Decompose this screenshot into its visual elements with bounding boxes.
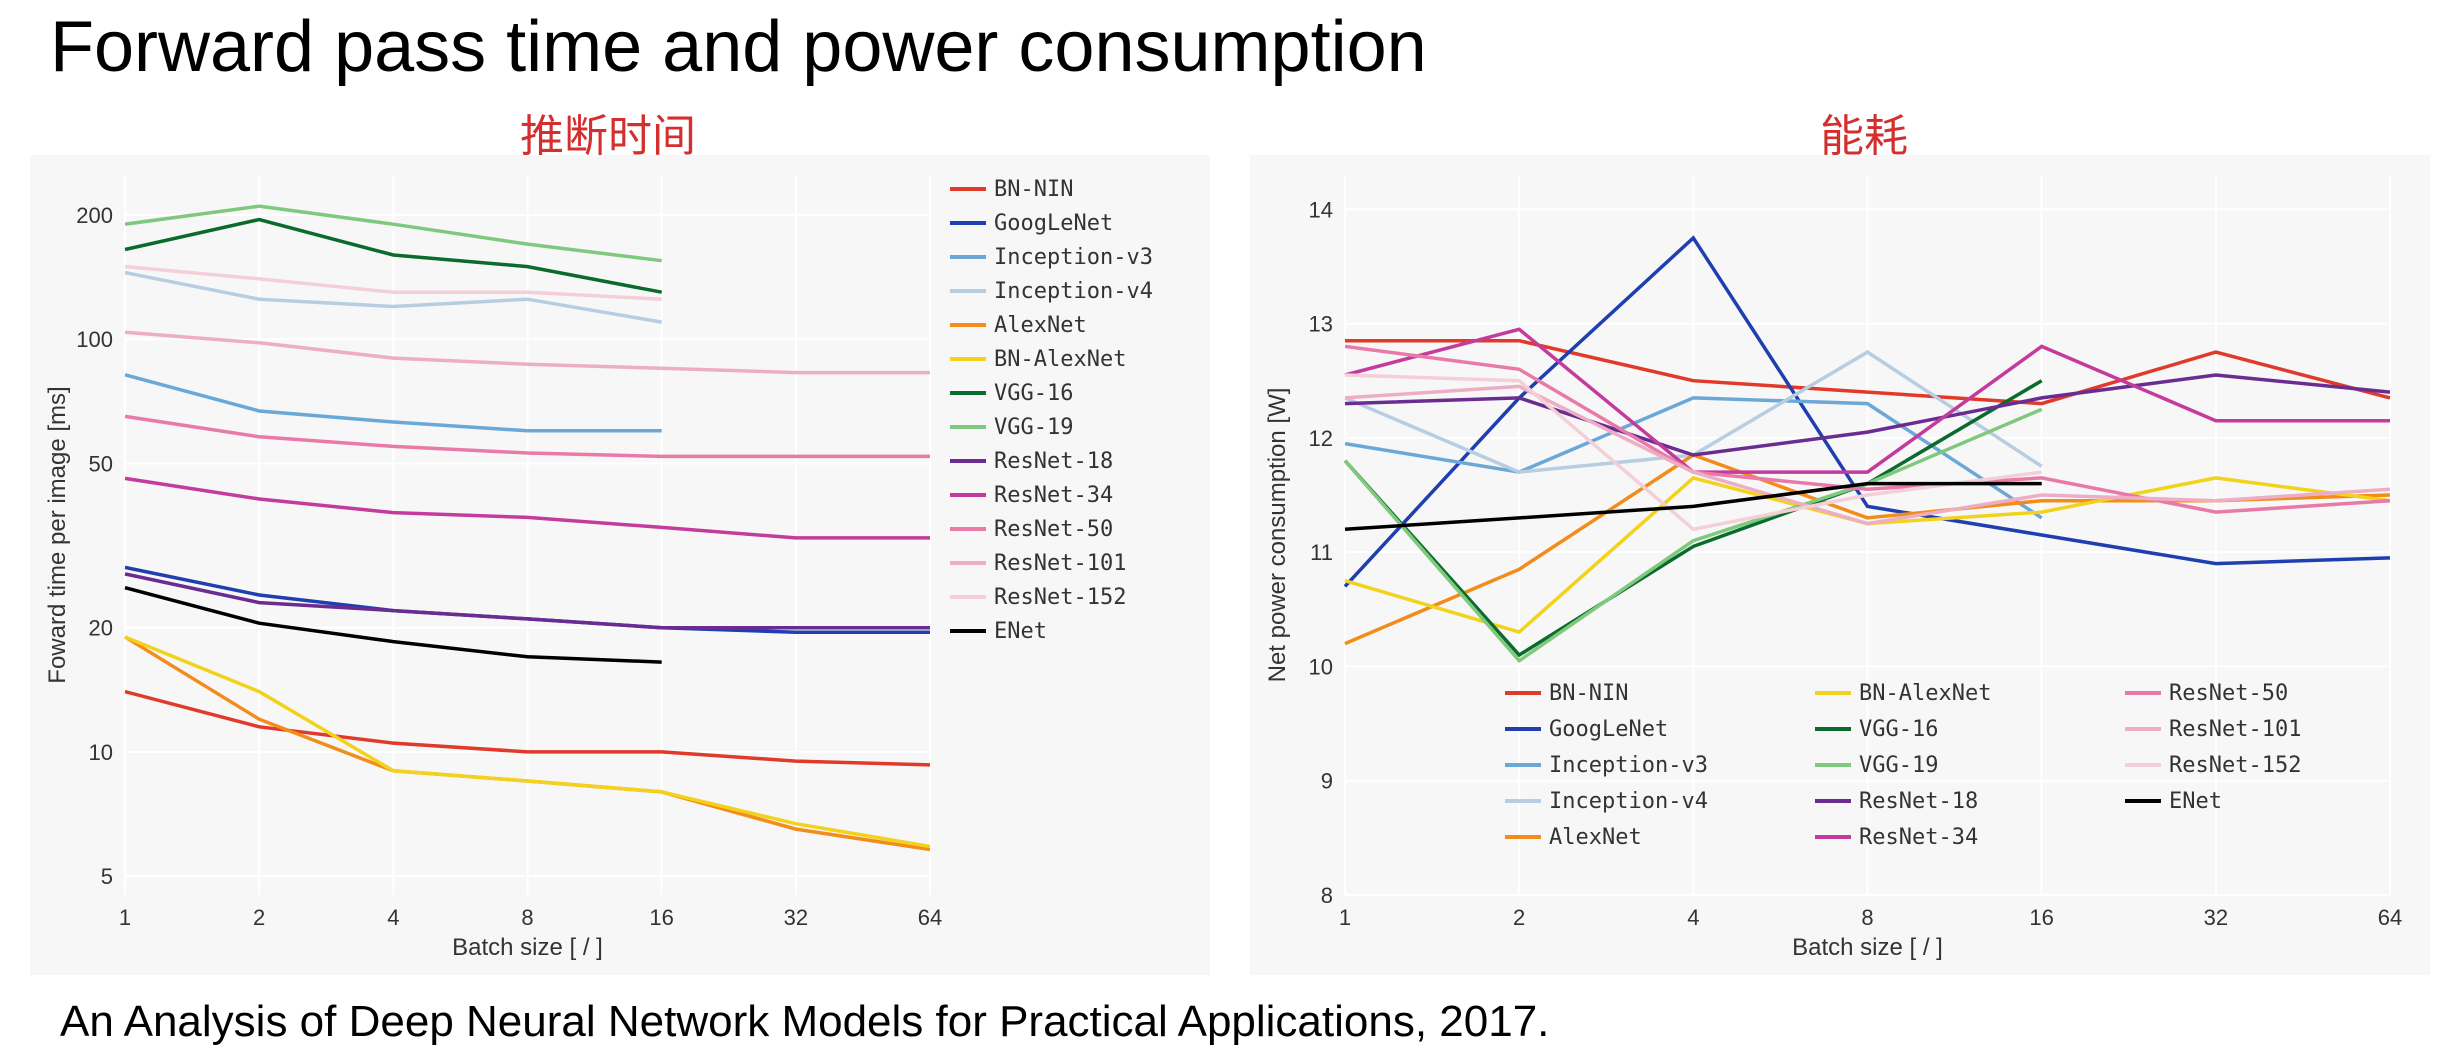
forward-time-chart: 1 2 4 8 16 32 64 5 10 20 50 100 200 Foward time per i… [30, 155, 1210, 975]
legend-item-alexnet: AlexNet [994, 313, 1087, 338]
legend-item-alexnet: AlexNet [1549, 825, 1642, 850]
svg-text:32: 32 [784, 905, 808, 930]
svg-text:Net power consumption [W]: Net power consumption [W] [1264, 388, 1291, 683]
svg-text:8: 8 [1861, 905, 1873, 930]
legend-item-resnet-18: ResNet-18 [994, 449, 1113, 474]
legend-item-googlenet: GoogLeNet [994, 211, 1113, 236]
legend-item-inception-v4: Inception-v4 [1549, 789, 1708, 814]
svg-text:14: 14 [1309, 197, 1333, 222]
svg-text:200: 200 [76, 203, 113, 228]
legend-item-resnet-50: ResNet-50 [2169, 681, 2288, 706]
legend-item-vgg-16: VGG-16 [994, 381, 1073, 406]
legend-item-inception-v3: Inception-v3 [1549, 753, 1708, 778]
svg-text:64: 64 [918, 905, 942, 930]
legend-item-resnet-101: ResNet-101 [994, 551, 1126, 576]
svg-text:Foward time per image [ms]: Foward time per image [ms] [44, 386, 71, 683]
legend-item-bn-nin: BN-NIN [1549, 681, 1628, 706]
svg-text:8: 8 [1321, 883, 1333, 908]
legend-item-enet: ENet [2169, 789, 2222, 814]
svg-text:64: 64 [2378, 905, 2402, 930]
svg-text:16: 16 [2029, 905, 2053, 930]
svg-text:1: 1 [119, 905, 131, 930]
svg-text:Batch size [ / ]: Batch size [ / ] [452, 934, 603, 961]
legend-item-bn-alexnet: BN-AlexNet [1859, 681, 1991, 706]
svg-text:12: 12 [1309, 426, 1333, 451]
svg-text:13: 13 [1309, 312, 1333, 337]
svg-text:11: 11 [1310, 540, 1333, 565]
svg-text:9: 9 [1321, 769, 1333, 794]
svg-text:8: 8 [521, 905, 533, 930]
legend-item-vgg-16: VGG-16 [1859, 717, 1938, 742]
legend-item-vgg-19: VGG-19 [994, 415, 1073, 440]
svg-text:2: 2 [1513, 905, 1525, 930]
svg-text:32: 32 [2204, 905, 2228, 930]
chart-right-panel: 1248163264891011121314Net power consumpt… [1250, 155, 2430, 975]
chart-left-panel: 1 2 4 8 16 32 64 5 10 20 50 100 200 Foward time per i… [30, 155, 1210, 975]
svg-text:100: 100 [76, 327, 113, 352]
svg-text:2: 2 [253, 905, 265, 930]
legend-item-resnet-34: ResNet-34 [994, 483, 1113, 508]
legend-item-googlenet: GoogLeNet [1549, 717, 1668, 742]
svg-text:10: 10 [89, 740, 113, 765]
svg-text:4: 4 [1687, 905, 1699, 930]
chart-row: 12481632645102050100200Foward time per i… [30, 155, 2430, 975]
svg-text:10: 10 [1309, 654, 1333, 679]
svg-text:5: 5 [101, 864, 113, 889]
legend-item-resnet-101: ResNet-101 [2169, 717, 2301, 742]
svg-text:4: 4 [387, 905, 399, 930]
legend-item-bn-nin: BN-NIN [994, 177, 1073, 202]
legend-item-resnet-18: ResNet-18 [1859, 789, 1978, 814]
legend-item-vgg-19: VGG-19 [1859, 753, 1938, 778]
legend-item-bn-alexnet: BN-AlexNet [994, 347, 1126, 372]
svg-text:Batch size [ / ]: Batch size [ / ] [1792, 934, 1943, 961]
legend-item-resnet-34: ResNet-34 [1859, 825, 1978, 850]
svg-text:20: 20 [89, 616, 113, 641]
legend-item-resnet-50: ResNet-50 [994, 517, 1113, 542]
caption: An Analysis of Deep Neural Network Model… [60, 997, 1549, 1047]
legend-item-resnet-152: ResNet-152 [994, 585, 1126, 610]
power-consumption-chart: 1248163264891011121314Net power consumpt… [1250, 155, 2430, 975]
legend-item-enet: ENet [994, 619, 1047, 644]
legend-item-inception-v3: Inception-v3 [994, 245, 1153, 270]
legend-item-inception-v4: Inception-v4 [994, 279, 1153, 304]
page-title: Forward pass time and power consumption [50, 6, 1427, 88]
svg-text:50: 50 [89, 451, 113, 476]
svg-text:1: 1 [1339, 905, 1351, 930]
svg-text:16: 16 [649, 905, 673, 930]
legend-item-resnet-152: ResNet-152 [2169, 753, 2301, 778]
